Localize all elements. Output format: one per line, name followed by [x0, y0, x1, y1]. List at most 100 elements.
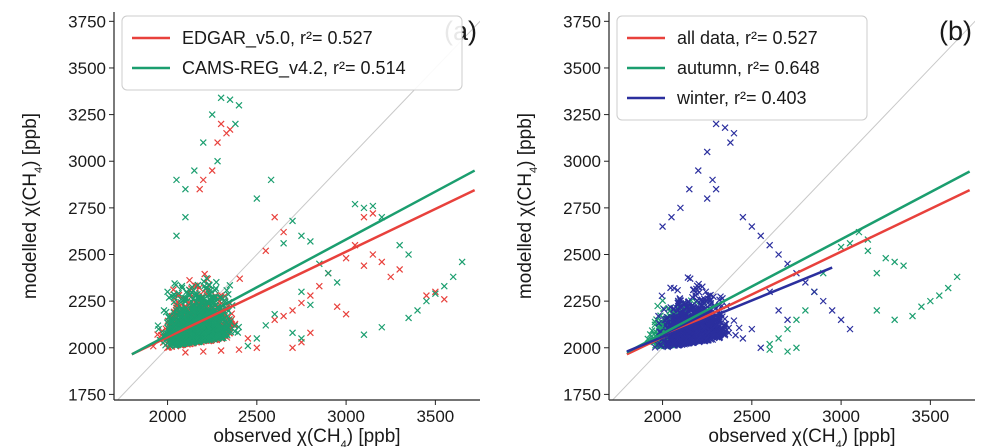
y-axis-label-pre: modelled χ(CH	[20, 173, 41, 299]
data-point	[280, 239, 288, 247]
data-point-stroke-2	[289, 217, 296, 225]
series-edgar-core-point	[201, 270, 209, 278]
series-cams-core-point	[226, 315, 233, 323]
data-point	[306, 329, 314, 337]
series-cams-core-point-stroke-2	[166, 312, 174, 320]
series-cams-core-point-stroke-2	[194, 334, 202, 342]
data-point-stroke-2	[315, 282, 323, 290]
data-point-stroke-2	[396, 265, 404, 273]
data-point-stroke-2	[262, 321, 270, 329]
data-point	[181, 185, 189, 193]
data-point	[423, 297, 430, 305]
data-point-stroke-2	[190, 167, 198, 174]
data-point	[414, 307, 421, 314]
series-cams-core-point	[211, 321, 219, 328]
chart-panel-a: 2000 2500 3000 3500175020002250250027503000…	[20, 12, 480, 447]
series-cams-core-point-stroke-2	[211, 321, 219, 328]
plot-area	[116, 20, 480, 400]
data-point-stroke-2	[173, 232, 180, 240]
data-point-stroke-2	[235, 346, 243, 354]
data-point	[396, 241, 404, 249]
data-point-stroke-2	[181, 185, 189, 193]
series-cams-core-point	[204, 298, 212, 306]
data-point-stroke-2	[440, 282, 448, 290]
y-tick-label: 3750	[68, 12, 106, 31]
data-point	[271, 213, 279, 221]
data-point	[298, 288, 305, 296]
data-point-stroke-2	[414, 307, 421, 314]
series-cams-core-point-stroke-2	[219, 322, 227, 330]
data-point-stroke-2	[298, 335, 305, 342]
data-point	[360, 213, 368, 221]
legend-entry: EDGAR_v5.0, r²= 0.527	[182, 28, 373, 49]
data-point-stroke-2	[280, 228, 288, 236]
series-edgar-core-point	[186, 276, 193, 284]
series-cams-core-point	[177, 298, 185, 306]
series-cams-core-point-stroke-2	[217, 314, 225, 322]
data-point-stroke-2	[214, 139, 221, 147]
data-point	[440, 295, 448, 303]
data-point-stroke-2	[181, 213, 189, 221]
series-cams-core-point-stroke-2	[205, 316, 213, 324]
data-point	[369, 251, 377, 258]
data-point-stroke-2	[231, 120, 239, 128]
data-point-stroke-2	[164, 288, 171, 296]
chart-panel-b: 2000 2500 3000 3500175020002250250027503000…	[515, 12, 975, 447]
series-cams-core-point	[226, 281, 234, 289]
data-point-stroke-2	[378, 323, 386, 331]
data-point-stroke-2	[289, 329, 296, 337]
data-point-stroke-2	[431, 288, 439, 296]
series-cams-core-point	[171, 321, 179, 329]
series-cams-core-point	[194, 334, 202, 342]
data-point	[253, 195, 261, 202]
data-point	[235, 101, 243, 109]
series-cams-core-point-stroke-2	[191, 291, 199, 299]
series-cams-core-point-stroke-2	[226, 315, 233, 323]
y-tick-label: 2250	[68, 292, 106, 311]
data-point-stroke-2	[280, 239, 288, 247]
series-cams-core-point-stroke-2	[206, 281, 213, 289]
data-point-stroke-2	[369, 251, 377, 258]
series-cams-core-point	[200, 334, 208, 342]
y-axis-label-post: ) [ppb]	[20, 113, 41, 167]
data-point	[431, 288, 439, 296]
series-cams-core-point	[163, 319, 171, 327]
data-point-stroke-2	[199, 139, 207, 147]
series-cams-core-point-stroke-2	[207, 316, 215, 324]
series-cams-core-point	[188, 333, 196, 341]
plot-area	[611, 20, 975, 400]
series-cams-core-point-stroke-2	[173, 304, 181, 312]
series-cams-core-point	[190, 303, 198, 311]
data-point-stroke-2	[271, 316, 279, 324]
data-point	[396, 265, 404, 273]
data-point-stroke-2	[196, 185, 204, 193]
series-cams-core-point-stroke-2	[183, 333, 191, 341]
data-point	[423, 292, 430, 299]
data-point	[199, 139, 207, 147]
data-point	[289, 344, 296, 352]
data-point	[160, 307, 168, 314]
series-cams-core-point-stroke-2	[212, 278, 220, 286]
series-edgar-core-point	[154, 331, 161, 339]
data-point	[360, 262, 368, 270]
series-cams-core-point-stroke-2	[201, 282, 208, 290]
series-cams-core-point	[221, 330, 229, 338]
data-point-stroke-2	[449, 273, 457, 281]
series-cams-core-point-stroke-2	[234, 329, 242, 337]
x-axis-label: observed χ(CH4) [ppb]	[213, 426, 400, 447]
data-point	[458, 258, 466, 266]
legend-entry: CAMS-REG_v4.2, r²= 0.514	[182, 58, 406, 79]
series-cams-core-point-stroke-2	[218, 328, 225, 336]
series-cams-core-point-stroke-2	[170, 316, 178, 324]
series-cams-core-point-stroke-2	[181, 315, 188, 322]
series-cams-core-point	[196, 307, 204, 315]
data-point	[378, 323, 386, 331]
series-cams-core-point	[199, 299, 207, 307]
data-point	[262, 321, 270, 329]
data-point	[181, 213, 189, 221]
series-cams-core-point-stroke-2	[171, 321, 179, 329]
data-point-stroke-2	[423, 297, 430, 305]
data-point	[298, 335, 305, 342]
series-cams-core-point	[172, 281, 180, 289]
data-point	[298, 232, 305, 240]
